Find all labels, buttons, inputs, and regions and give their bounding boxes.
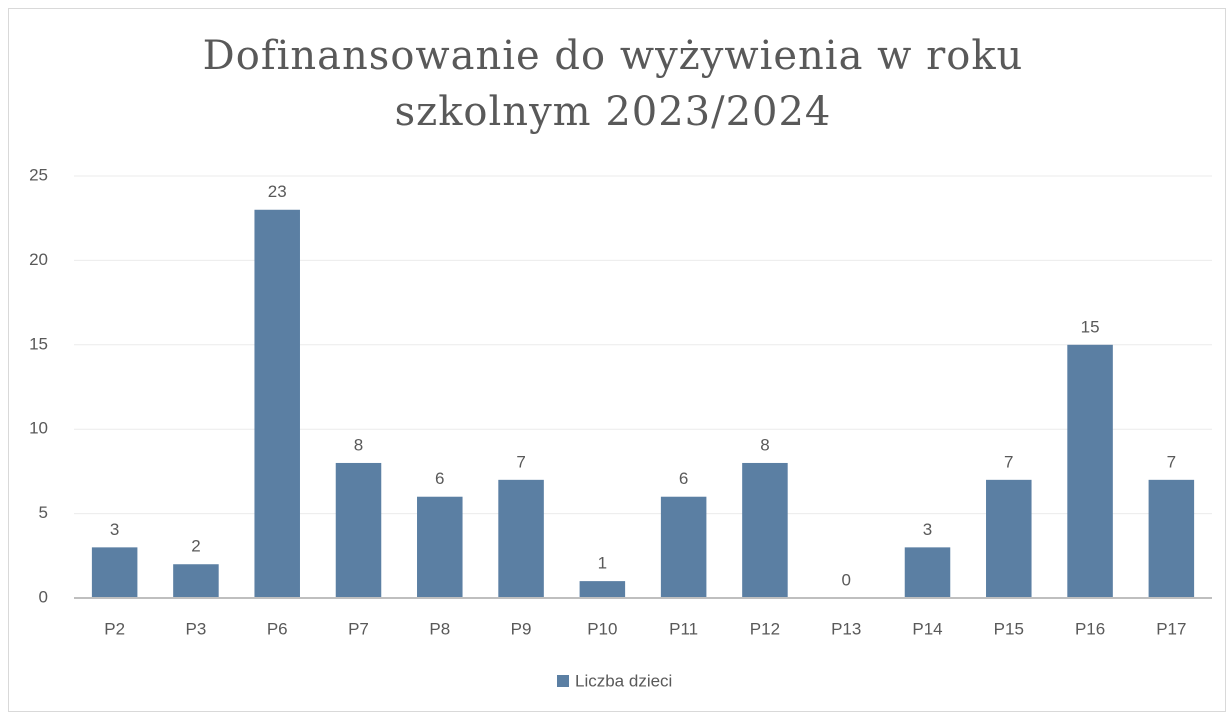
chart-border bbox=[8, 8, 1226, 712]
data-label: 2 bbox=[191, 537, 200, 556]
x-tick-label: P3 bbox=[186, 619, 207, 638]
data-label: 8 bbox=[354, 435, 363, 454]
x-tick-label: P7 bbox=[348, 619, 369, 638]
bar bbox=[660, 496, 707, 598]
x-tick-label: P9 bbox=[511, 619, 532, 638]
x-tick-label: P15 bbox=[994, 619, 1024, 638]
bar bbox=[173, 564, 219, 598]
x-tick-label: P6 bbox=[267, 619, 288, 638]
y-tick-label: 10 bbox=[29, 419, 48, 438]
bar bbox=[742, 462, 788, 598]
bar bbox=[91, 547, 138, 598]
data-label: 7 bbox=[516, 452, 525, 471]
bar bbox=[254, 209, 300, 598]
data-label: 3 bbox=[110, 520, 119, 539]
bar bbox=[904, 547, 951, 598]
x-tick-label: P10 bbox=[587, 619, 617, 638]
legend-swatch bbox=[557, 675, 569, 687]
bar bbox=[417, 496, 463, 598]
y-tick-label: 0 bbox=[39, 587, 48, 606]
data-label: 7 bbox=[1167, 452, 1176, 471]
x-tick-label: P2 bbox=[104, 619, 125, 638]
x-tick-label: P16 bbox=[1075, 619, 1105, 638]
x-tick-label: P17 bbox=[1156, 619, 1186, 638]
data-label: 0 bbox=[841, 570, 850, 589]
bar bbox=[498, 479, 544, 598]
x-tick-label: P11 bbox=[669, 619, 698, 638]
y-tick-label: 5 bbox=[39, 503, 48, 522]
data-label: 6 bbox=[679, 469, 688, 488]
data-label: 7 bbox=[1004, 452, 1013, 471]
bar bbox=[335, 462, 382, 598]
data-label: 15 bbox=[1081, 317, 1100, 336]
x-tick-label: P12 bbox=[750, 619, 780, 638]
bar bbox=[986, 479, 1032, 598]
data-label: 6 bbox=[435, 469, 444, 488]
x-tick-label: P13 bbox=[831, 619, 861, 638]
y-tick-label: 25 bbox=[29, 165, 48, 184]
bar bbox=[1148, 479, 1195, 598]
x-tick-label: P14 bbox=[912, 619, 942, 638]
data-label: 8 bbox=[760, 435, 769, 454]
legend-label: Liczba dzieci bbox=[575, 671, 672, 690]
bar bbox=[1067, 344, 1113, 598]
chart-title: Dofinansowanie do wyżywienia w roku szko… bbox=[202, 33, 1024, 135]
data-label: 1 bbox=[598, 554, 607, 573]
y-tick-label: 20 bbox=[29, 250, 48, 269]
bar bbox=[579, 581, 626, 598]
x-tick-label: P8 bbox=[429, 619, 450, 638]
y-tick-label: 15 bbox=[29, 334, 48, 353]
data-label: 23 bbox=[268, 182, 287, 201]
data-label: 3 bbox=[923, 520, 932, 539]
